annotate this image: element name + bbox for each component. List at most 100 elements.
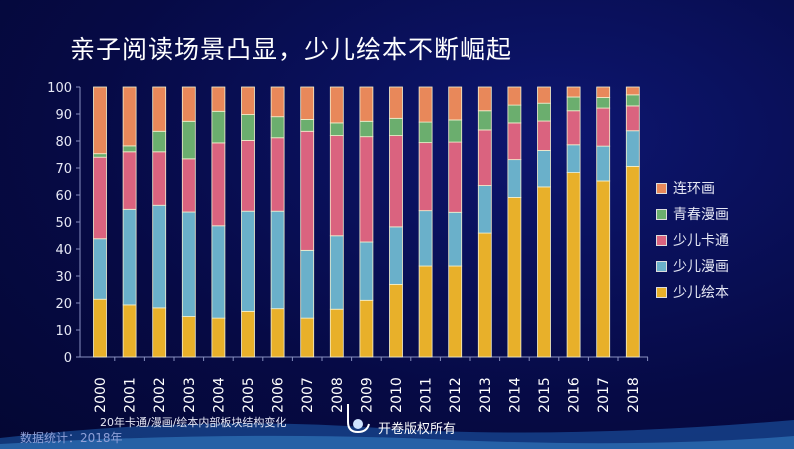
kaijuan-logo-icon — [347, 404, 370, 434]
legend-item: 少儿卡通 — [656, 227, 729, 253]
legend-swatch — [656, 286, 667, 298]
bar-segment-2017-少儿漫画 — [596, 145, 611, 182]
bar-segment-2006-少儿卡通 — [270, 137, 285, 212]
bar-segment-2009-少儿绘本 — [359, 299, 374, 358]
bar-segment-2009-少儿漫画 — [359, 241, 374, 301]
bar-segment-2007-少儿卡通 — [300, 130, 315, 251]
x-tick-label: 2003 — [182, 377, 198, 413]
legend-swatch — [656, 208, 667, 220]
bar-segment-2004-连环画 — [211, 86, 226, 112]
bar-segment-2014-连环画 — [507, 86, 522, 106]
y-tick-label: 80 — [55, 135, 72, 150]
bar-segment-2017-少儿绘本 — [596, 180, 611, 358]
bar-segment-2004-少儿卡通 — [211, 142, 226, 227]
x-tick-label: 2015 — [537, 377, 553, 413]
bar-segment-2003-少儿漫画 — [181, 211, 196, 317]
bar-segment-2005-少儿漫画 — [241, 210, 255, 312]
bar-segment-2000-青春漫画 — [93, 153, 107, 158]
bar-segment-2007-少儿漫画 — [300, 249, 315, 319]
decorative-wave — [0, 420, 794, 449]
bar-segment-2002-少儿绘本 — [152, 307, 167, 358]
bar-segment-2014-青春漫画 — [507, 104, 522, 124]
bar-segment-2015-青春漫画 — [537, 102, 551, 122]
legend-label: 少儿绘本 — [673, 285, 729, 301]
bar-segment-2016-青春漫画 — [566, 96, 581, 112]
bar-segment-2001-少儿卡通 — [122, 151, 137, 210]
bar-segment-2011-少儿绘本 — [418, 265, 433, 358]
bar-segment-2008-少儿绘本 — [329, 308, 344, 358]
bar-segment-2012-少儿绘本 — [448, 265, 463, 358]
bar-segment-2003-少儿绘本 — [181, 316, 196, 358]
bar-segment-2006-少儿漫画 — [270, 210, 285, 310]
bar-segment-2012-少儿卡通 — [448, 141, 463, 213]
bar-segment-2008-连环画 — [329, 86, 344, 124]
y-tick-label: 40 — [55, 243, 72, 258]
bar-segment-2018-连环画 — [625, 86, 640, 96]
bar-segment-2012-连环画 — [448, 86, 463, 121]
bar-segment-2009-连环画 — [359, 86, 374, 122]
bar-segment-2015-少儿漫画 — [537, 150, 551, 188]
bar-segment-2000-少儿漫画 — [93, 238, 107, 300]
x-tick-label: 2001 — [123, 377, 139, 413]
legend-label: 少儿卡通 — [673, 233, 729, 249]
bar-segment-2013-少儿漫画 — [477, 185, 492, 234]
y-tick-label: 60 — [55, 189, 72, 204]
x-tick-label: 2008 — [330, 377, 346, 413]
bar-segment-2007-连环画 — [300, 86, 315, 120]
bar-segment-2011-连环画 — [418, 86, 433, 123]
bar-segment-2003-少儿卡通 — [181, 158, 196, 213]
bar-segment-2011-少儿漫画 — [418, 210, 433, 267]
bar-segment-2004-少儿漫画 — [211, 225, 226, 319]
bar-segment-2017-连环画 — [596, 86, 611, 98]
bar-segment-2000-少儿绘本 — [93, 298, 107, 358]
bar-segment-2017-少儿卡通 — [596, 107, 611, 147]
chart-title: 亲子阅读场景凸显，少儿绘本不断崛起 — [70, 35, 513, 64]
x-tick-label: 2013 — [478, 377, 494, 413]
bar-segment-2002-青春漫画 — [152, 130, 167, 153]
legend-item: 连环画 — [656, 175, 729, 201]
bar-segment-2016-少儿漫画 — [566, 144, 581, 173]
bar-segment-2010-少儿绘本 — [389, 283, 403, 358]
legend-label: 少儿漫画 — [673, 259, 729, 275]
bar-segment-2009-青春漫画 — [359, 120, 374, 138]
bar-segment-2003-连环画 — [181, 86, 196, 122]
bar-segment-2000-少儿卡通 — [93, 156, 107, 240]
y-tick-label: 30 — [55, 270, 72, 285]
x-tick-label: 2006 — [271, 377, 287, 413]
bar-segment-2011-少儿卡通 — [418, 142, 433, 212]
x-tick-label: 2010 — [389, 377, 405, 413]
y-tick-label: 50 — [55, 216, 72, 231]
y-tick-label: 90 — [55, 108, 72, 123]
bar-segment-2013-连环画 — [477, 86, 492, 112]
bar-segment-2008-青春漫画 — [329, 122, 344, 137]
bar-segment-2015-少儿绘本 — [537, 186, 551, 358]
bar-segment-2007-青春漫画 — [300, 119, 315, 132]
x-tick-label: 2018 — [626, 377, 642, 413]
bar-segment-2001-少儿绘本 — [122, 304, 137, 358]
bar-segment-2010-少儿卡通 — [389, 135, 403, 228]
y-tick-label: 100 — [47, 81, 72, 96]
bar-segment-2010-少儿漫画 — [389, 226, 403, 285]
bar-segment-2014-少儿绘本 — [507, 197, 522, 358]
legend-item: 少儿绘本 — [656, 279, 729, 305]
x-tick-label: 2009 — [359, 377, 375, 413]
bar-segment-2014-少儿漫画 — [507, 159, 522, 198]
bar-segment-2005-少儿卡通 — [241, 140, 255, 212]
y-tick-label: 0 — [64, 351, 72, 366]
x-tick-label: 2002 — [152, 377, 168, 413]
bar-segment-2018-少儿绘本 — [625, 165, 640, 358]
bar-segment-2013-少儿卡通 — [477, 129, 492, 186]
bar-segment-2001-少儿漫画 — [122, 208, 137, 306]
bar-segment-2003-青春漫画 — [181, 120, 196, 160]
bar-segment-2009-少儿卡通 — [359, 136, 374, 243]
bar-segment-2013-少儿绘本 — [477, 232, 492, 358]
legend: 连环画 青春漫画少儿卡通少儿漫画少儿绘本 — [656, 175, 729, 305]
bar-segment-2006-连环画 — [270, 86, 285, 118]
legend-item: 青春漫画 — [656, 201, 729, 227]
copyright: 开卷版权所有 — [378, 422, 457, 437]
bar-segment-2018-青春漫画 — [625, 94, 640, 107]
legend-item: 少儿漫画 — [656, 253, 729, 279]
bar-segment-2012-青春漫画 — [448, 119, 463, 143]
bar-segment-2014-少儿卡通 — [507, 122, 522, 161]
